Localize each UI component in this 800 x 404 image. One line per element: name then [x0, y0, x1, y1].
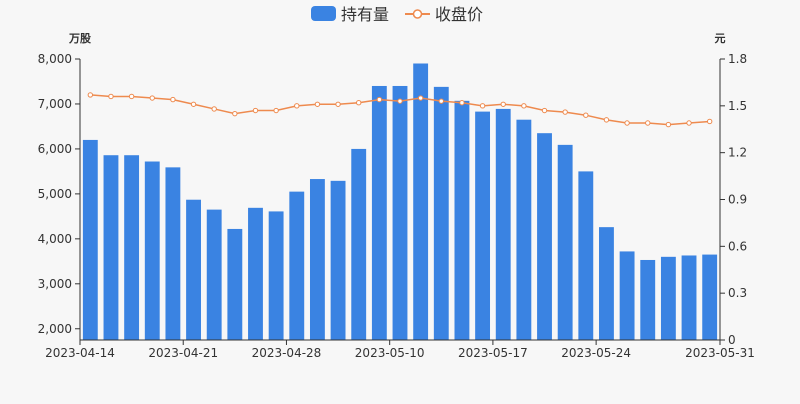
bar-holding[interactable] — [537, 133, 552, 340]
left-axis-tick-label: 4,000 — [38, 232, 72, 246]
price-point[interactable] — [356, 100, 362, 106]
right-axis-tick-label: 0.6 — [728, 239, 747, 253]
price-point[interactable] — [500, 101, 506, 107]
bar-holding[interactable] — [475, 111, 491, 340]
price-point[interactable] — [294, 103, 300, 109]
price-point[interactable] — [479, 103, 486, 109]
bar-holding[interactable] — [578, 171, 594, 340]
price-point[interactable] — [624, 120, 630, 126]
left-axis-tick-label: 7,000 — [38, 97, 72, 111]
bar-holding[interactable] — [660, 256, 676, 340]
price-point[interactable] — [459, 100, 465, 106]
x-axis-tick-label: 2023-04-14 — [45, 346, 115, 360]
price-point[interactable] — [397, 98, 403, 104]
bar-holding[interactable] — [289, 191, 305, 340]
right-axis-tick-label: 0.9 — [728, 193, 747, 207]
bar-holding[interactable] — [165, 167, 181, 340]
left-axis-tick-label: 5,000 — [38, 187, 72, 201]
price-point[interactable] — [376, 96, 383, 103]
right-axis-unit: 元 — [715, 32, 726, 45]
bar-holding[interactable] — [186, 199, 201, 340]
price-point[interactable] — [149, 95, 155, 101]
price-point[interactable] — [603, 117, 610, 123]
x-axis-tick-label: 2023-05-24 — [561, 346, 631, 360]
bar-holding[interactable] — [640, 259, 656, 340]
left-axis-tick-label: 6,000 — [38, 142, 72, 156]
right-axis-tick-label: 0.3 — [728, 286, 747, 300]
left-axis-tick-label: 8,000 — [38, 52, 72, 66]
legend-bar-swatch[interactable] — [311, 6, 336, 21]
price-point[interactable] — [583, 112, 589, 118]
price-point[interactable] — [170, 96, 176, 103]
price-point[interactable] — [128, 93, 135, 100]
price-point[interactable] — [190, 101, 197, 107]
price-point[interactable] — [562, 109, 568, 115]
left-axis-tick-label: 3,000 — [38, 277, 72, 291]
price-point[interactable] — [108, 93, 114, 100]
bar-holding[interactable] — [495, 108, 511, 340]
x-axis-tick-label: 2023-05-10 — [355, 346, 425, 360]
price-point[interactable] — [232, 110, 238, 117]
bar-holding[interactable] — [681, 255, 697, 340]
price-point[interactable] — [87, 92, 94, 98]
bar-holding[interactable] — [351, 148, 367, 340]
bar-holding[interactable] — [516, 119, 532, 340]
price-point[interactable] — [273, 107, 279, 114]
bar-holding[interactable] — [103, 155, 119, 340]
left-axis-tick-label: 2,000 — [38, 322, 72, 336]
price-point[interactable] — [706, 118, 713, 125]
price-point[interactable] — [665, 121, 672, 128]
bar-holding[interactable] — [702, 254, 718, 340]
legend-line-marker — [412, 9, 423, 19]
price-point[interactable] — [686, 120, 692, 126]
right-axis-tick-label: 1.8 — [728, 52, 747, 66]
bar-holding[interactable] — [144, 161, 160, 340]
legend-bar-label: 持有量 — [341, 5, 389, 24]
x-axis-tick-label: 2023-04-28 — [252, 346, 322, 360]
bar-holding[interactable] — [371, 85, 387, 340]
price-point[interactable] — [252, 107, 259, 114]
right-axis-tick-label: 0 — [728, 333, 736, 347]
bar-holding[interactable] — [619, 251, 635, 340]
legend-line-label: 收盘价 — [435, 5, 483, 24]
bar-holding[interactable] — [227, 228, 243, 340]
price-point[interactable] — [645, 120, 651, 126]
x-axis-tick-label: 2023-05-17 — [458, 346, 528, 360]
bar-holding[interactable] — [248, 207, 263, 340]
price-point[interactable] — [335, 101, 341, 107]
price-point[interactable] — [521, 103, 527, 109]
x-axis-tick-label: 2023-05-31 — [685, 346, 755, 360]
bar-holding[interactable] — [309, 179, 325, 340]
bar-holding[interactable] — [330, 180, 346, 340]
right-axis-tick-label: 1.5 — [728, 99, 747, 113]
price-point[interactable] — [541, 107, 548, 114]
bar-holding[interactable] — [392, 85, 408, 340]
bar-holding[interactable] — [124, 155, 140, 340]
price-point[interactable] — [438, 98, 444, 104]
price-point[interactable] — [417, 95, 424, 101]
x-axis-tick-label: 2023-04-21 — [148, 346, 218, 360]
bar-holding[interactable] — [454, 100, 470, 340]
left-axis-unit: 万股 — [68, 32, 92, 45]
right-axis-tick-label: 1.2 — [728, 146, 747, 160]
price-point[interactable] — [211, 106, 217, 112]
price-point[interactable] — [314, 101, 321, 107]
bar-holding[interactable] — [599, 227, 614, 340]
bar-holding[interactable] — [82, 139, 98, 340]
bar-holding[interactable] — [268, 211, 284, 340]
bar-holding[interactable] — [206, 209, 222, 340]
bar-holding[interactable] — [557, 144, 573, 340]
bar-holding[interactable] — [413, 63, 429, 340]
bar-holding[interactable] — [433, 86, 449, 340]
